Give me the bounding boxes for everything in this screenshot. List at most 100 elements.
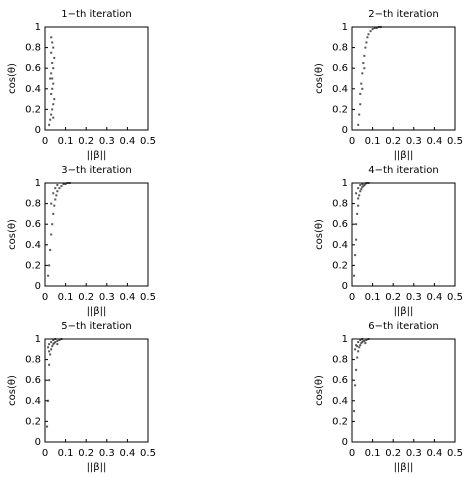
x-tick-label: 0.3 [99, 136, 115, 147]
point [52, 212, 55, 215]
y-tick-label: 0 [342, 437, 348, 448]
axes-box [351, 182, 456, 287]
y-tick-label: 0 [35, 437, 41, 448]
point [48, 363, 51, 366]
point [354, 348, 357, 351]
point [359, 184, 362, 187]
x-tick-label: 0.4 [119, 448, 135, 459]
point [357, 341, 360, 344]
x-tick-label: 0 [42, 292, 48, 303]
axes-box [44, 182, 149, 287]
point [355, 368, 358, 371]
point [357, 123, 360, 126]
y-tick-label: 1 [35, 334, 41, 345]
subplot-title: 6−th iteration [368, 321, 438, 332]
y-tick-label: 0.4 [25, 84, 41, 95]
y-axis-label: cos(θ) [314, 63, 325, 94]
point [54, 187, 57, 190]
point [355, 344, 358, 347]
subplot-title: 3−th iteration [61, 165, 131, 176]
subplot-title: 5−th iteration [61, 321, 131, 332]
x-tick-label: 0.3 [99, 292, 115, 303]
point [56, 184, 59, 187]
point [52, 82, 55, 85]
point [353, 274, 356, 277]
point [52, 46, 55, 49]
point [50, 72, 53, 75]
point [49, 248, 52, 251]
axes-box [44, 26, 149, 131]
x-tick-label: 0 [42, 448, 48, 459]
point [361, 72, 364, 75]
y-tick-label: 1 [342, 22, 348, 33]
point [375, 27, 378, 30]
point [47, 274, 50, 277]
point [52, 67, 55, 70]
point [64, 183, 67, 186]
x-tick-label: 0.2 [385, 448, 401, 459]
point [53, 98, 56, 101]
point [58, 339, 61, 342]
point [55, 194, 58, 197]
point [52, 339, 55, 342]
x-tick-label: 0.4 [119, 292, 135, 303]
y-tick-label: 0.2 [25, 104, 41, 115]
point [361, 341, 364, 344]
x-tick-label: 0.1 [58, 292, 74, 303]
y-tick-label: 0.4 [332, 84, 348, 95]
x-tick-label: 0.2 [78, 292, 94, 303]
point [49, 77, 52, 80]
point [355, 223, 358, 226]
axes-box [351, 338, 456, 443]
point [49, 118, 52, 121]
point [355, 192, 358, 195]
x-tick-label: 0 [42, 136, 48, 147]
point [353, 410, 356, 413]
point [53, 342, 56, 345]
point [364, 183, 367, 186]
point [48, 123, 51, 126]
point [364, 342, 367, 345]
x-tick-label: 0.2 [385, 292, 401, 303]
point [50, 348, 53, 351]
x-axis-label: ||β|| [394, 306, 414, 317]
point [360, 188, 363, 191]
point [357, 204, 360, 207]
y-tick-label: 0.4 [25, 240, 41, 251]
x-tick-label: 0.3 [406, 292, 422, 303]
point [52, 116, 55, 119]
point [50, 202, 53, 205]
point [371, 28, 374, 31]
x-axis-label: ||β|| [87, 306, 107, 317]
y-axis-label: cos(θ) [314, 219, 325, 250]
y-tick-label: 0.6 [332, 63, 348, 74]
point [51, 41, 54, 44]
y-tick-label: 0 [342, 125, 348, 136]
y-tick-label: 0.4 [25, 396, 41, 407]
point [51, 62, 54, 65]
y-tick-label: 0.6 [25, 375, 41, 386]
point [48, 379, 51, 382]
point [62, 183, 65, 186]
point [53, 56, 56, 59]
point [356, 345, 359, 348]
y-tick-label: 0.4 [332, 396, 348, 407]
point [362, 340, 365, 343]
y-tick-label: 0.6 [25, 63, 41, 74]
point [365, 339, 368, 342]
x-tick-label: 0.4 [426, 292, 442, 303]
point [359, 344, 362, 347]
point [363, 54, 366, 57]
y-tick-label: 0.6 [332, 219, 348, 230]
point [48, 343, 51, 346]
y-axis-label: cos(θ) [7, 375, 18, 406]
y-tick-label: 0.8 [332, 355, 348, 366]
point [363, 67, 366, 70]
point [357, 197, 360, 200]
y-tick-label: 0.6 [25, 219, 41, 230]
point [357, 350, 360, 353]
y-axis-label: cos(θ) [7, 219, 18, 250]
axes-box [44, 338, 149, 443]
point [362, 62, 365, 65]
